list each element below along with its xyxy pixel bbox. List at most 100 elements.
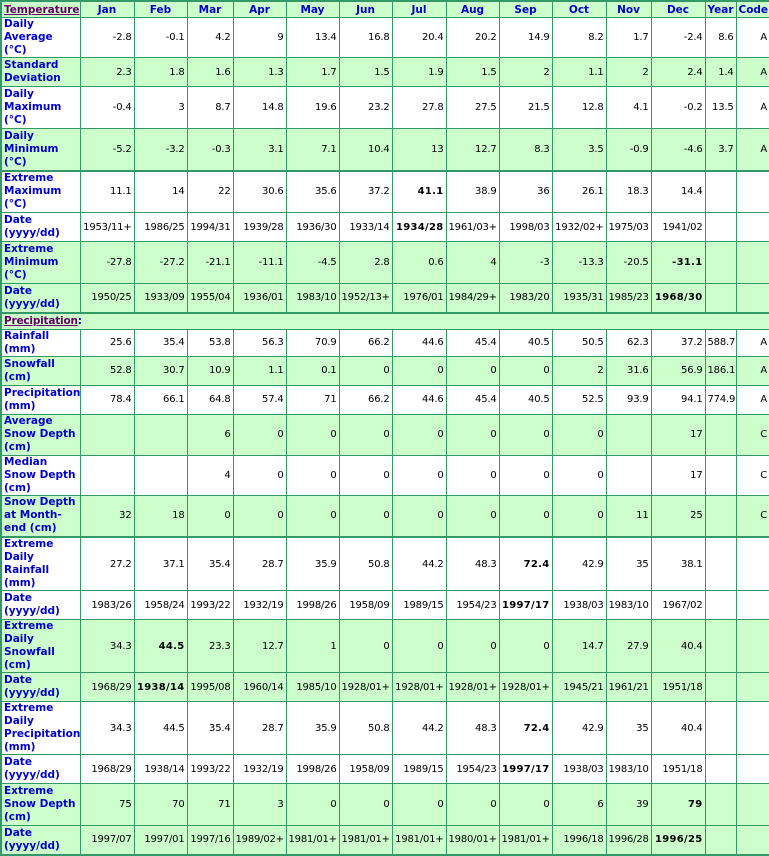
value-cell: 1.7 [606,18,651,58]
value-cell: 0 [392,784,446,826]
value-cell: -3.2 [134,129,187,171]
column-header-mar: Mar [187,1,233,18]
code-cell: A [736,58,769,87]
code-cell: A [736,356,769,385]
value-cell: 4.2 [187,18,233,58]
value-cell: 20.2 [446,18,499,58]
value-cell: 1945/21 [552,673,606,702]
value-cell: 1981/01+ [286,826,339,855]
value-cell: 50.5 [552,329,606,356]
value-cell: 94.1 [651,385,705,414]
value-cell: 1941/02 [651,213,705,242]
value-cell: 35.4 [187,537,233,591]
row-label: Extreme Daily Snowfall (cm) [1,620,80,673]
value-cell: 1938/14 [134,755,187,784]
row-label: Daily Minimum (°C) [1,129,80,171]
value-cell: 1989/15 [392,755,446,784]
value-cell: 1996/25 [651,826,705,855]
value-cell: 1932/02+ [552,213,606,242]
value-cell: 0 [499,784,552,826]
value-cell: 0 [339,784,392,826]
value-cell: 27.9 [606,620,651,673]
value-cell: 17 [651,455,705,495]
value-cell: 57.4 [233,385,286,414]
row-label: Date (yyyy/dd) [1,755,80,784]
value-cell: 1989/15 [392,591,446,620]
value-cell: 44.2 [392,702,446,755]
section-link[interactable]: Temperature [4,4,80,16]
column-header-apr: Apr [233,1,286,18]
value-cell: 1983/26 [80,591,134,620]
value-cell: 0 [392,356,446,385]
year-cell: 186.1 [705,356,736,385]
year-cell [705,702,736,755]
value-cell: 1995/08 [187,673,233,702]
section-link[interactable]: Precipitation [4,315,78,327]
value-cell: 0 [552,414,606,455]
value-cell: 44.5 [134,620,187,673]
value-cell: 66.2 [339,329,392,356]
row-label: Standard Deviation [1,58,80,87]
value-cell: 0 [339,356,392,385]
year-cell: 8.6 [705,18,736,58]
value-cell: 40.5 [499,385,552,414]
value-cell: 35 [606,702,651,755]
value-cell [80,414,134,455]
value-cell: 35 [606,537,651,591]
column-header-year: Year [705,1,736,18]
value-cell: 78.4 [80,385,134,414]
value-cell: 1975/03 [606,213,651,242]
value-cell: 0 [499,495,552,537]
value-cell: 37.2 [339,171,392,213]
value-cell: 1997/07 [80,826,134,855]
value-cell: 1938/14 [134,673,187,702]
value-cell: 1.6 [187,58,233,87]
value-cell: 0 [446,495,499,537]
value-cell: -2.8 [80,18,134,58]
value-cell: 72.4 [499,702,552,755]
value-cell: 75 [80,784,134,826]
value-cell [134,455,187,495]
value-cell: 0 [233,455,286,495]
value-cell: 0 [286,455,339,495]
value-cell: 35.4 [187,702,233,755]
section-row: Precipitation: [1,313,769,330]
value-cell: 0 [339,620,392,673]
value-cell: 37.1 [134,537,187,591]
value-cell: 2 [606,58,651,87]
value-cell: -0.3 [187,129,233,171]
value-cell: 64.8 [187,385,233,414]
row-label: Median Snow Depth (cm) [1,455,80,495]
code-cell [736,242,769,284]
value-cell: 42.9 [552,702,606,755]
value-cell: 50.8 [339,537,392,591]
value-cell: 1980/01+ [446,826,499,855]
value-cell: 0 [233,495,286,537]
code-cell [736,673,769,702]
code-cell: C [736,455,769,495]
value-cell: 3.1 [233,129,286,171]
value-cell: -27.8 [80,242,134,284]
year-cell [705,591,736,620]
value-cell: 14.8 [233,87,286,129]
value-cell: -0.2 [651,87,705,129]
value-cell: 93.9 [606,385,651,414]
value-cell: 0 [233,414,286,455]
row-label: Snowfall (cm) [1,356,80,385]
value-cell: 1.8 [134,58,187,87]
value-cell: 30.6 [233,171,286,213]
value-cell: 1936/30 [286,213,339,242]
value-cell: 11.1 [80,171,134,213]
value-cell: 45.4 [446,329,499,356]
value-cell: 1.5 [446,58,499,87]
value-cell: 1976/01 [392,284,446,313]
value-cell: 6 [552,784,606,826]
value-cell: 56.9 [651,356,705,385]
row-label: Rainfall (mm) [1,329,80,356]
code-cell [736,784,769,826]
value-cell: 14.7 [552,620,606,673]
